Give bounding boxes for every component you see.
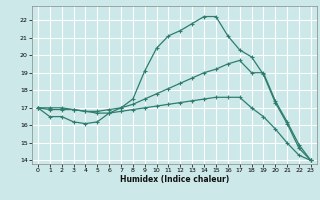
X-axis label: Humidex (Indice chaleur): Humidex (Indice chaleur): [120, 175, 229, 184]
